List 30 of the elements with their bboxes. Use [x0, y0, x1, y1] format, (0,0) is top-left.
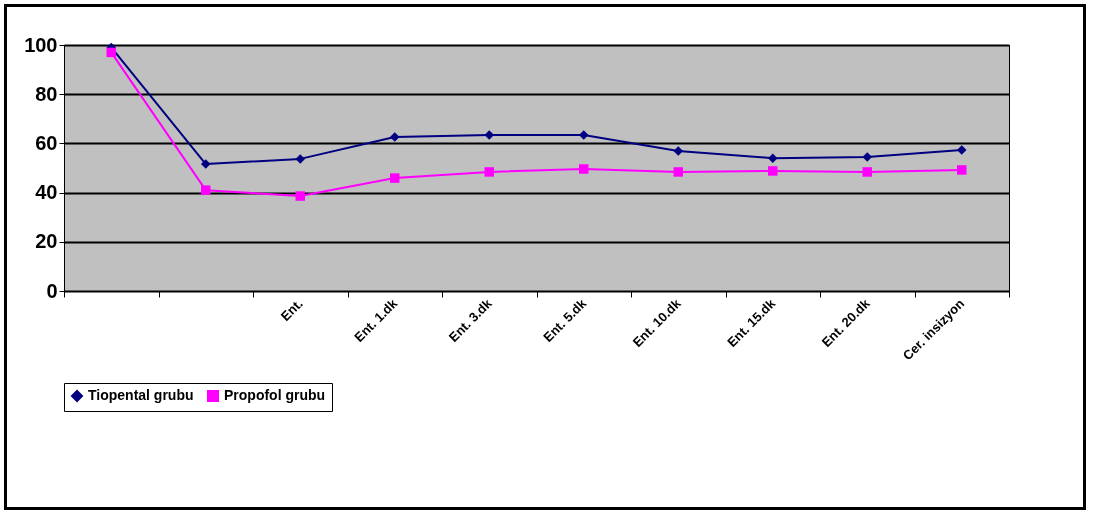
x-tick-label: Ent. [277, 295, 306, 324]
y-tick-label: 20 [35, 230, 58, 253]
point [295, 191, 305, 201]
point [673, 146, 683, 156]
point [295, 154, 305, 164]
x-tick-label: Ent. 1.dk [351, 295, 401, 345]
point [768, 166, 778, 176]
point [862, 152, 872, 162]
point [673, 167, 683, 177]
point [484, 130, 494, 140]
point [957, 145, 967, 155]
y-tick-label: 0 [46, 279, 58, 302]
legend-label: Propofol grubu [224, 387, 326, 403]
point [201, 185, 211, 195]
point [768, 153, 778, 163]
y-tick-label: 60 [35, 131, 58, 154]
point [579, 130, 589, 140]
x-tick-label: Ent. 3.dk [445, 295, 496, 345]
point [390, 173, 400, 183]
point [862, 167, 872, 177]
y-tick-label: 40 [35, 181, 58, 204]
point [579, 164, 589, 174]
x-tick-label: Ent. 5.dk [540, 295, 590, 345]
point [201, 159, 211, 169]
point [106, 47, 116, 58]
y-tick-label: 80 [35, 82, 58, 105]
y-tick-label: 100 [24, 33, 58, 56]
point [957, 165, 967, 175]
legend-label: Tiopental grubu [88, 387, 194, 403]
point [484, 167, 494, 177]
